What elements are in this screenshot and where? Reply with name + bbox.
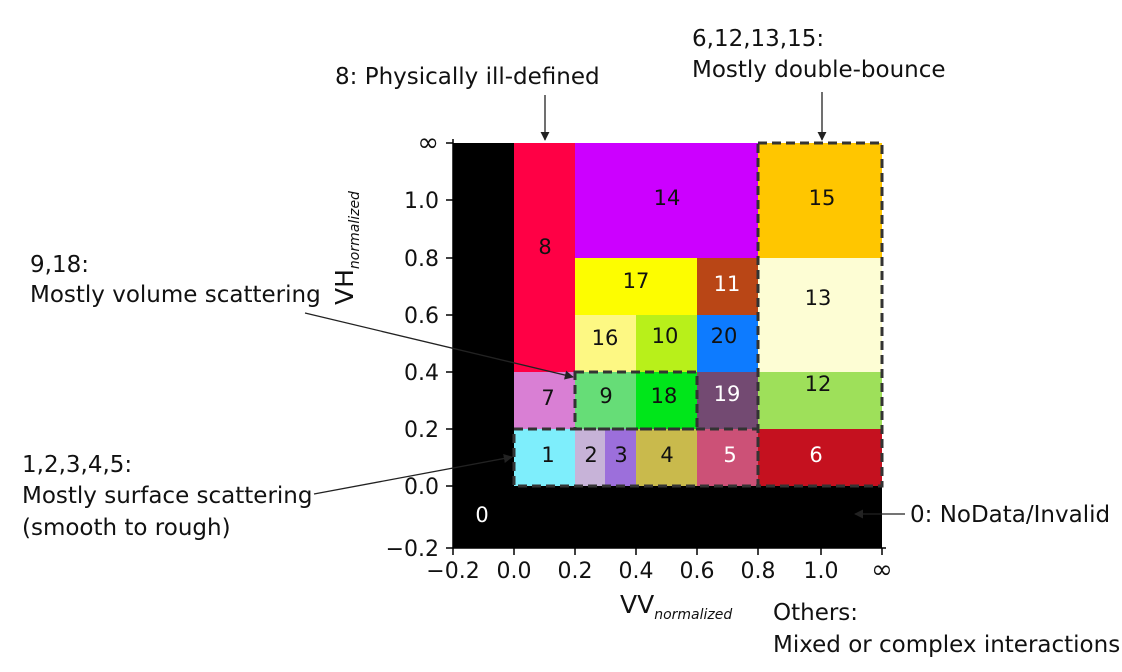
y-tick-label: 1.0	[404, 189, 439, 214]
surface-note-head: 1,2,3,4,5:	[22, 452, 133, 478]
x-tick-label: 0.0	[497, 559, 532, 584]
class-label-20: 20	[711, 324, 738, 348]
volume-note-head: 9,18:	[30, 252, 89, 278]
others-note-head: Others:	[773, 600, 859, 626]
class-region-8	[514, 143, 575, 372]
class-region-6	[758, 429, 882, 486]
y-tick-label: −0.2	[386, 537, 439, 562]
class-label-19: 19	[714, 382, 741, 406]
others-note-body: Mixed or complex interactions	[773, 632, 1121, 658]
class-region-16	[575, 315, 636, 372]
y-axis-title-main: VH	[330, 269, 359, 305]
class-label-17: 17	[623, 269, 650, 293]
volume-note-body: Mostly volume scattering	[30, 282, 321, 308]
class-region-1	[514, 429, 575, 486]
x-tick-label: −0.2	[426, 559, 479, 584]
x-tick-label: 1.0	[804, 559, 839, 584]
class-region-18	[636, 372, 697, 429]
y-tick-label: 0.4	[404, 361, 439, 386]
class-region-2	[575, 429, 605, 486]
x-axis-title: VVnormalized	[620, 590, 732, 623]
class-label-11: 11	[714, 272, 741, 296]
volume-arrow	[304, 312, 574, 380]
surface-note-body-2: (smooth to rough)	[22, 515, 231, 541]
class-region-3	[605, 429, 636, 486]
surface-arrow	[313, 454, 513, 495]
class-label-8: 8	[538, 235, 551, 259]
class-label-16: 16	[592, 326, 619, 350]
class-label-3: 3	[614, 443, 627, 467]
class-region-19	[697, 372, 758, 429]
class-region-7	[514, 372, 575, 429]
x-tick-label: 0.4	[619, 559, 654, 584]
class-region-11	[697, 258, 758, 315]
x-axis-title-sub: normalized	[654, 607, 733, 623]
nodata-note: 0: NoData/Invalid	[910, 502, 1111, 528]
class-label-14: 14	[654, 186, 681, 210]
class-label-0: 0	[475, 503, 488, 527]
double-bounce-note-head: 6,12,13,15:	[692, 26, 825, 52]
class-region-0	[514, 486, 882, 548]
class-label-13: 13	[805, 286, 832, 310]
class-region-17	[575, 258, 697, 315]
ill-defined-note: 8: Physically ill-defined	[335, 64, 600, 90]
class-region-4	[636, 429, 697, 486]
y-tick-label: 0.2	[404, 418, 439, 443]
y-axis-title: VHnormalized	[330, 191, 363, 305]
x-axis-title-main: VV	[620, 590, 655, 619]
surface-note-body-1: Mostly surface scattering	[22, 483, 313, 509]
class-label-15: 15	[809, 186, 836, 210]
class-region-20	[697, 315, 758, 372]
y-tick-label: 0.0	[404, 475, 439, 500]
double-bounce-note-body: Mostly double-bounce	[692, 57, 946, 83]
y-tick-label: ∞	[417, 128, 439, 158]
class-region-15	[758, 143, 882, 258]
class-label-7: 7	[541, 386, 554, 410]
x-tick-label: 0.6	[680, 559, 715, 584]
class-region-5	[697, 429, 758, 486]
class-region-10	[636, 315, 697, 372]
class-label-12: 12	[805, 372, 832, 396]
class-label-5: 5	[723, 443, 736, 467]
class-region-13	[758, 258, 882, 372]
double-bounce-outline	[756, 141, 884, 488]
class-label-10: 10	[652, 324, 679, 348]
y-axis-title-sub: normalized	[347, 191, 363, 270]
class-label-4: 4	[660, 443, 673, 467]
class-label-9: 9	[599, 384, 612, 408]
x-tick-label: ∞	[871, 555, 893, 585]
class-region-12	[758, 372, 882, 429]
volume-outline	[573, 370, 699, 431]
y-tick-label: 0.8	[404, 247, 439, 272]
surface-outline	[512, 427, 760, 488]
class-label-1: 1	[541, 443, 554, 467]
class-region-0	[453, 143, 514, 548]
x-tick-label: 0.8	[741, 559, 776, 584]
class-region-9	[575, 372, 636, 429]
y-tick-label: 0.6	[404, 304, 439, 329]
class-label-18: 18	[651, 384, 678, 408]
class-region-14	[575, 143, 758, 258]
class-label-6: 6	[809, 443, 822, 467]
x-tick-label: 0.2	[558, 559, 593, 584]
class-label-2: 2	[584, 443, 597, 467]
